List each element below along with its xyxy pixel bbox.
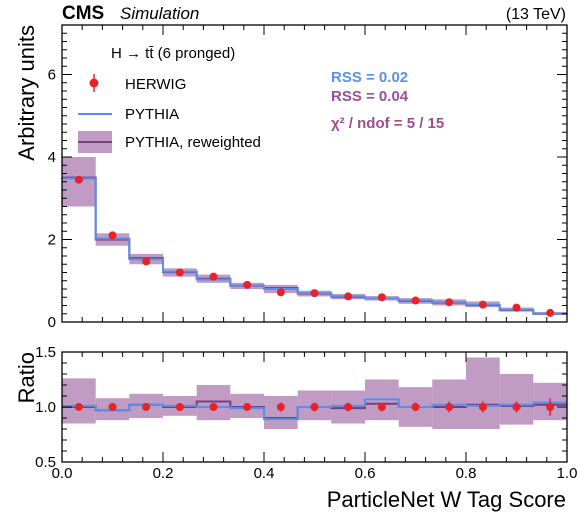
legend-herwig-label: HERWIG bbox=[125, 76, 186, 93]
top-y-tick-label-0: 0 bbox=[48, 314, 56, 331]
x-tick-label-2: 0.4 bbox=[254, 465, 275, 482]
x-tick-label-4: 0.8 bbox=[456, 465, 477, 482]
bottom-band-bin-4 bbox=[196, 385, 231, 421]
top-herwig-point-1 bbox=[108, 231, 117, 240]
top-herwig-point-5 bbox=[243, 280, 252, 289]
bottom-y-tick-label-1: 1.0 bbox=[35, 399, 56, 416]
bottom-herwig-point-11 bbox=[445, 403, 454, 411]
top-herwig-point-3 bbox=[175, 268, 184, 277]
top-herwig-point-2 bbox=[142, 257, 151, 266]
bottom-band-bin-6 bbox=[264, 396, 298, 429]
legend-reweighted-label: PYTHIA, reweighted bbox=[125, 134, 261, 151]
bottom-herwig-point-2 bbox=[142, 403, 151, 411]
x-axis-label: ParticleNet W Tag Score bbox=[327, 487, 566, 512]
y-axis-label-bottom: Ratio bbox=[14, 352, 39, 403]
top-herwig-point-4 bbox=[209, 272, 218, 281]
bottom-band-bin-13 bbox=[499, 374, 534, 425]
legend-herwig-marker bbox=[89, 78, 99, 88]
top-herwig-point-12 bbox=[478, 300, 487, 309]
bottom-y-tick-label-2: 1.5 bbox=[35, 344, 56, 361]
bottom-herwig-point-8 bbox=[344, 403, 353, 411]
top-herwig-point-14 bbox=[546, 308, 555, 317]
top-herwig-point-10 bbox=[411, 296, 420, 305]
top-herwig-point-11 bbox=[445, 298, 454, 307]
top-herwig-point-13 bbox=[512, 303, 521, 312]
bottom-herwig-point-5 bbox=[243, 403, 252, 411]
rss-reweighted-text: RSS = 0.04 bbox=[331, 88, 409, 105]
top-herwig-point-0 bbox=[74, 175, 83, 184]
bottom-herwig-point-6 bbox=[276, 403, 285, 411]
legend-pythia-label: PYTHIA bbox=[125, 106, 179, 123]
top-herwig-point-8 bbox=[344, 292, 353, 301]
rss-pythia-text: RSS = 0.02 bbox=[331, 69, 408, 86]
top-y-tick-label-3: 6 bbox=[48, 67, 56, 84]
bottom-band-layer bbox=[62, 357, 567, 429]
y-axis-label-top: Arbitrary units bbox=[14, 25, 39, 161]
bottom-herwig-point-12 bbox=[478, 403, 487, 411]
bottom-herwig-point-13 bbox=[512, 403, 521, 411]
ticks-layer: 0.0 0.2 0.4 0.6 0.8 1.0 0 2 4 6 0.5 1.0 1.5 bbox=[35, 24, 578, 482]
bottom-band-bin-12 bbox=[466, 357, 500, 429]
bottom-herwig-point-10 bbox=[411, 403, 420, 411]
energy-label: (13 TeV) bbox=[506, 6, 566, 23]
bottom-herwig-point-9 bbox=[377, 403, 386, 411]
experiment-label: CMS bbox=[62, 3, 104, 24]
legend-title: H → tt̄ (6 pronged) bbox=[111, 45, 235, 62]
top-herwig-point-9 bbox=[377, 293, 386, 302]
bottom-points-layer bbox=[74, 398, 555, 416]
top-panel-frame bbox=[61, 24, 568, 323]
x-tick-label-3: 0.6 bbox=[355, 465, 376, 482]
top-y-tick-label-2: 4 bbox=[48, 149, 56, 166]
bottom-herwig-point-1 bbox=[108, 403, 117, 411]
x-tick-label-1: 0.2 bbox=[153, 465, 174, 482]
bottom-herwig-point-3 bbox=[175, 403, 184, 411]
x-tick-label-5: 1.0 bbox=[557, 465, 578, 482]
bottom-herwig-point-0 bbox=[74, 403, 83, 411]
top-herwig-point-6 bbox=[276, 288, 285, 297]
bottom-herwig-point-14 bbox=[546, 403, 555, 411]
chi2-text: χ² / ndof = 5 / 15 bbox=[331, 115, 444, 132]
x-tick-label-0: 0.0 bbox=[52, 465, 73, 482]
bottom-y-tick-label-0: 0.5 bbox=[35, 454, 56, 471]
bottom-herwig-point-4 bbox=[209, 403, 218, 411]
bottom-herwig-point-7 bbox=[310, 403, 319, 411]
top-points-layer bbox=[74, 175, 555, 317]
subtitle-label: Simulation bbox=[120, 4, 199, 23]
top-y-tick-label-1: 2 bbox=[48, 232, 56, 249]
top-herwig-point-7 bbox=[310, 289, 319, 298]
bottom-band-bin-0 bbox=[62, 378, 96, 424]
legend: H → tt̄ (6 pronged) HERWIG PYTHIA PYTHIA… bbox=[78, 45, 261, 153]
